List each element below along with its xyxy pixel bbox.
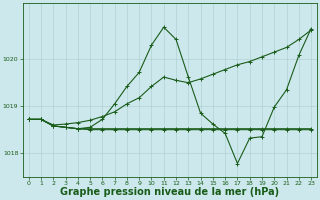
X-axis label: Graphe pression niveau de la mer (hPa): Graphe pression niveau de la mer (hPa): [60, 187, 279, 197]
